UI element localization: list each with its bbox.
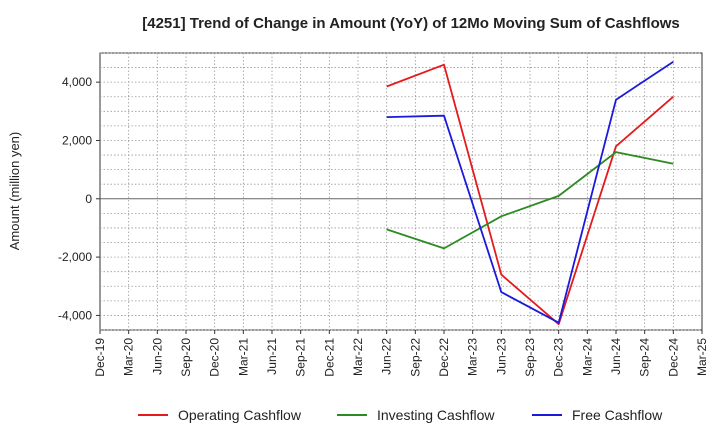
x-tick-label: Jun-24 — [609, 338, 623, 375]
chart-title: [4251] Trend of Change in Amount (YoY) o… — [142, 15, 680, 32]
x-tick-label: Sep-23 — [523, 338, 537, 377]
legend-label: Investing Cashflow — [377, 407, 495, 423]
x-tick-label: Jun-23 — [494, 338, 508, 375]
x-tick-label: Mar-24 — [580, 338, 594, 376]
legend-item: Investing Cashflow — [337, 407, 495, 423]
x-tick-label: Dec-20 — [208, 338, 222, 377]
x-tick-label: Sep-24 — [638, 338, 652, 377]
legend-label: Free Cashflow — [572, 407, 663, 423]
y-axis: 4,000 2,000 0 -2,000 -4,000 — [58, 75, 100, 322]
x-tick-label: Mar-23 — [466, 338, 480, 376]
plot-area — [99, 52, 703, 331]
series-line-operating-cashflow — [386, 63, 674, 326]
x-tick-label: Jun-20 — [150, 338, 164, 375]
x-tick-label: Mar-25 — [695, 338, 709, 376]
x-tick-label: Jun-21 — [265, 338, 279, 375]
x-tick-label: Dec-22 — [437, 338, 451, 377]
x-tick-label: Dec-21 — [322, 338, 336, 377]
y-tick-label: 2,000 — [62, 133, 92, 147]
series-lines — [386, 60, 674, 326]
x-tick-label: Jun-22 — [380, 338, 394, 375]
legend-item: Operating Cashflow — [138, 407, 302, 423]
plot-frame — [99, 52, 703, 331]
legend-label: Operating Cashflow — [178, 407, 302, 423]
x-tick-label: Mar-20 — [122, 338, 136, 376]
x-tick-label: Dec-24 — [666, 338, 680, 377]
x-tick-label: Dec-23 — [552, 338, 566, 377]
y-tick-label: -4,000 — [58, 308, 92, 322]
x-tick-label: Mar-22 — [351, 338, 365, 376]
legend-item: Free Cashflow — [532, 407, 663, 423]
x-tick-label: Sep-20 — [179, 338, 193, 377]
series-line-investing-cashflow — [386, 151, 674, 250]
x-axis: Dec-19 Mar-20 Jun-20 Sep-20 Dec-20 Mar-21 Jun-… — [93, 330, 709, 377]
y-tick-label: 4,000 — [62, 75, 92, 89]
series-line-free-cashflow — [386, 60, 674, 324]
x-tick-label: Sep-21 — [294, 338, 308, 377]
grid — [100, 52, 702, 331]
y-axis-label: Amount (million yen) — [7, 132, 22, 251]
y-tick-label: -2,000 — [58, 250, 92, 264]
x-tick-label: Mar-21 — [236, 338, 250, 376]
y-tick-label: 0 — [85, 192, 92, 206]
x-tick-label: Dec-19 — [93, 338, 107, 377]
legend: Operating Cashflow Investing Cashflow Free… — [138, 407, 663, 423]
x-tick-label: Sep-22 — [408, 338, 422, 377]
